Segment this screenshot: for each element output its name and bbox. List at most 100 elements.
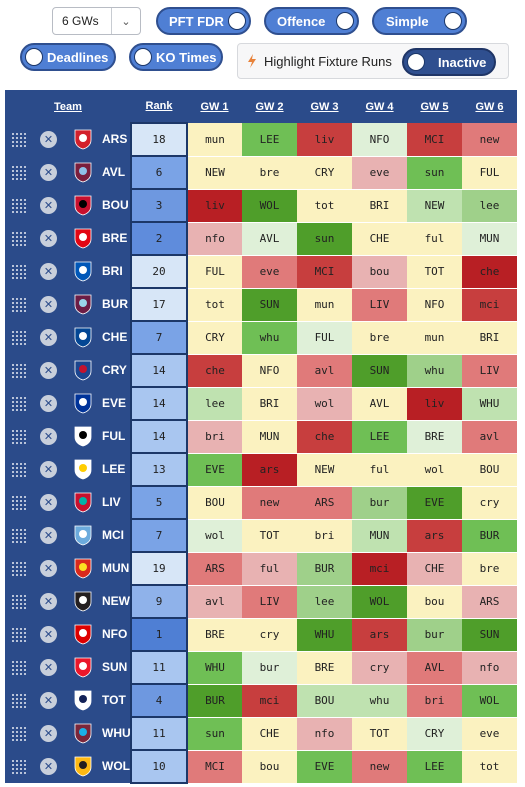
fixture-cell: avl xyxy=(462,420,517,454)
team-crest-icon xyxy=(74,591,92,612)
fixture-cell: BRI xyxy=(462,321,517,355)
table-row: ✕ LEE 13 EVE ars NEW ful wol BOU xyxy=(5,452,517,487)
remove-team-icon[interactable]: ✕ xyxy=(40,362,57,379)
remove-team-icon[interactable]: ✕ xyxy=(40,197,57,214)
drag-handle-icon[interactable] xyxy=(11,264,27,280)
drag-handle-icon[interactable] xyxy=(11,429,27,445)
remove-team-icon[interactable]: ✕ xyxy=(40,230,57,247)
offence-toggle[interactable]: Offence xyxy=(264,7,359,35)
fixture-cell: LIV xyxy=(352,288,407,322)
gw6-column-header[interactable]: GW 6 xyxy=(462,90,517,123)
fixture-cell: mci xyxy=(242,684,297,718)
table-row: ✕ CHE 7 CRY whu FUL bre mun BRI xyxy=(5,320,517,355)
fixture-cell: EVE xyxy=(187,453,242,487)
team-crest-icon xyxy=(74,327,92,348)
highlight-fixture-runs-toggle[interactable]: Inactive xyxy=(402,48,496,76)
team-abbreviation: MCI xyxy=(102,528,124,542)
remove-team-icon[interactable]: ✕ xyxy=(40,131,57,148)
fixture-cell: NEW xyxy=(407,189,462,223)
remove-team-icon[interactable]: ✕ xyxy=(40,593,57,610)
rank-cell: 14 xyxy=(130,386,188,421)
team-cell: ✕ EVE xyxy=(5,387,131,420)
fixture-cell: FUL xyxy=(187,255,242,289)
fixture-cell: bre xyxy=(352,321,407,355)
table-row: ✕ NFO 1 BRE cry WHU ars bur SUN xyxy=(5,617,517,652)
remove-team-icon[interactable]: ✕ xyxy=(40,692,57,709)
fixture-cell: AVL xyxy=(352,387,407,421)
remove-team-icon[interactable]: ✕ xyxy=(40,263,57,280)
team-cell: ✕ WOL xyxy=(5,750,131,783)
remove-team-icon[interactable]: ✕ xyxy=(40,494,57,511)
table-row: ✕ CRY 14 che NFO avl SUN whu LIV xyxy=(5,353,517,388)
remove-team-icon[interactable]: ✕ xyxy=(40,560,57,577)
gw1-column-header[interactable]: GW 1 xyxy=(187,90,242,123)
fixture-cell: BOU xyxy=(462,453,517,487)
chevron-down-icon[interactable]: ⌄ xyxy=(111,8,140,34)
team-cell: ✕ AVL xyxy=(5,156,131,189)
drag-handle-icon[interactable] xyxy=(11,759,27,775)
remove-team-icon[interactable]: ✕ xyxy=(40,428,57,445)
remove-team-icon[interactable]: ✕ xyxy=(40,659,57,676)
rank-cell: 5 xyxy=(130,485,188,520)
drag-handle-icon[interactable] xyxy=(11,297,27,313)
rank-cell: 3 xyxy=(130,188,188,223)
team-crest-icon xyxy=(74,756,92,777)
drag-handle-icon[interactable] xyxy=(11,198,27,214)
fixture-cell: CHE xyxy=(352,222,407,256)
toggle-knob xyxy=(444,12,462,30)
team-abbreviation: AVL xyxy=(102,165,126,179)
fixture-cell: LEE xyxy=(242,123,297,157)
remove-team-icon[interactable]: ✕ xyxy=(40,527,57,544)
team-cell: ✕ FUL xyxy=(5,420,131,453)
drag-handle-icon[interactable] xyxy=(11,528,27,544)
drag-handle-icon[interactable] xyxy=(11,363,27,379)
drag-handle-icon[interactable] xyxy=(11,132,27,148)
fixture-cell: wol xyxy=(407,453,462,487)
remove-team-icon[interactable]: ✕ xyxy=(40,395,57,412)
gw2-column-header[interactable]: GW 2 xyxy=(242,90,297,123)
gw3-column-header[interactable]: GW 3 xyxy=(297,90,352,123)
rank-column-header[interactable]: Rank xyxy=(131,90,187,123)
team-column-header[interactable]: Team xyxy=(5,90,131,123)
team-crest-icon xyxy=(74,459,92,480)
drag-handle-icon[interactable] xyxy=(11,495,27,511)
fixture-cell: ars xyxy=(407,519,462,553)
drag-handle-icon[interactable] xyxy=(11,462,27,478)
drag-handle-icon[interactable] xyxy=(11,396,27,412)
drag-handle-icon[interactable] xyxy=(11,594,27,610)
simple-toggle[interactable]: Simple xyxy=(372,7,467,35)
fixture-cell: bur xyxy=(352,486,407,520)
fixture-cell: TOT xyxy=(352,717,407,751)
drag-handle-icon[interactable] xyxy=(11,660,27,676)
gameweek-count-select[interactable]: 6 GWs ⌄ xyxy=(52,7,141,35)
remove-team-icon[interactable]: ✕ xyxy=(40,725,57,742)
fixture-cell: SUN xyxy=(352,354,407,388)
drag-handle-icon[interactable] xyxy=(11,330,27,346)
gw4-column-header[interactable]: GW 4 xyxy=(352,90,407,123)
fixture-cell: NEW xyxy=(297,453,352,487)
rank-cell: 11 xyxy=(130,716,188,751)
remove-team-icon[interactable]: ✕ xyxy=(40,164,57,181)
remove-team-icon[interactable]: ✕ xyxy=(40,329,57,346)
fixture-cell: ars xyxy=(242,453,297,487)
remove-team-icon[interactable]: ✕ xyxy=(40,758,57,775)
fixture-cell: BUR xyxy=(462,519,517,553)
drag-handle-icon[interactable] xyxy=(11,627,27,643)
remove-team-icon[interactable]: ✕ xyxy=(40,296,57,313)
pft-fdr-toggle[interactable]: PFT FDR xyxy=(156,7,251,35)
fixture-cell: mun xyxy=(407,321,462,355)
table-row: ✕ MUN 19 ARS ful BUR mci CHE bre xyxy=(5,551,517,586)
remove-team-icon[interactable]: ✕ xyxy=(40,626,57,643)
table-row: ✕ TOT 4 BUR mci BOU whu bri WOL xyxy=(5,683,517,718)
deadlines-toggle[interactable]: Deadlines xyxy=(20,43,116,71)
drag-handle-icon[interactable] xyxy=(11,231,27,247)
drag-handle-icon[interactable] xyxy=(11,561,27,577)
fixture-cell: bou xyxy=(352,255,407,289)
rank-cell: 20 xyxy=(130,254,188,289)
drag-handle-icon[interactable] xyxy=(11,693,27,709)
remove-team-icon[interactable]: ✕ xyxy=(40,461,57,478)
gw5-column-header[interactable]: GW 5 xyxy=(407,90,462,123)
ko-times-toggle[interactable]: KO Times xyxy=(129,43,223,71)
drag-handle-icon[interactable] xyxy=(11,165,27,181)
drag-handle-icon[interactable] xyxy=(11,726,27,742)
